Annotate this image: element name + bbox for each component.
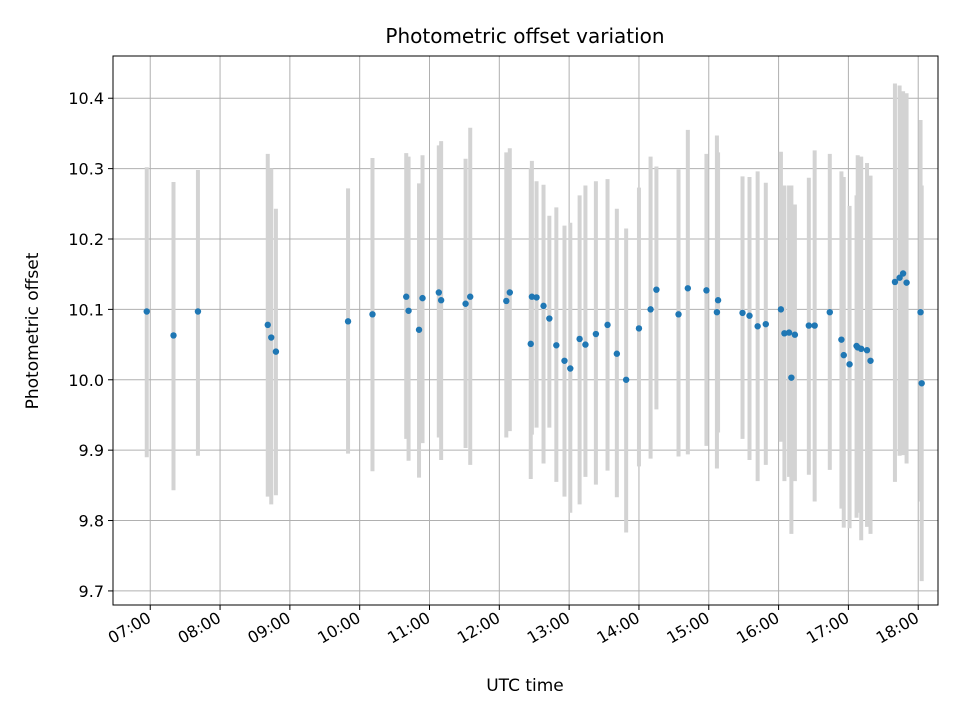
y-axis-title: Photometric offset	[23, 252, 43, 409]
data-point	[867, 357, 874, 364]
data-point	[838, 336, 845, 343]
data-point	[613, 350, 621, 357]
data-point	[272, 348, 280, 355]
data-point	[419, 294, 426, 302]
data-point	[194, 308, 202, 315]
x-axis-title: UTC time	[486, 676, 564, 696]
data-point	[739, 309, 746, 317]
data-point	[653, 286, 660, 293]
data-point	[762, 320, 769, 328]
data-point	[268, 334, 275, 341]
data-points	[143, 270, 925, 387]
y-tick-label: 10.2	[68, 230, 104, 249]
y-tick-label: 10.4	[68, 89, 104, 108]
data-point	[437, 297, 445, 304]
data-point	[754, 323, 761, 330]
data-point	[622, 376, 630, 383]
data-point	[170, 332, 177, 339]
data-point	[903, 279, 910, 286]
y-tick-label: 9.7	[79, 582, 104, 601]
data-point	[896, 274, 903, 281]
data-point	[540, 302, 547, 310]
data-point	[405, 307, 412, 314]
data-point	[826, 309, 833, 316]
data-point	[647, 306, 654, 313]
data-point	[785, 329, 793, 336]
chart-title: Photometric offset variation	[385, 24, 664, 48]
data-point	[344, 318, 352, 325]
data-point	[713, 309, 721, 316]
data-point	[576, 335, 583, 343]
data-point	[917, 309, 924, 316]
data-point	[788, 374, 795, 381]
data-point	[403, 293, 410, 300]
data-point	[467, 293, 474, 300]
data-point	[891, 278, 899, 286]
y-tick-label: 10.3	[68, 160, 104, 179]
y-tick-label: 9.8	[79, 512, 104, 531]
data-point	[567, 365, 574, 372]
data-point	[805, 322, 813, 329]
data-point	[746, 312, 753, 319]
data-point	[846, 361, 853, 368]
plot-frame	[112, 55, 939, 606]
data-point	[527, 340, 534, 348]
data-point	[863, 347, 871, 354]
data-point	[415, 326, 423, 333]
data-point	[703, 287, 710, 294]
data-point	[714, 297, 722, 304]
y-tick-label: 9.9	[79, 441, 104, 460]
data-point	[435, 289, 443, 296]
data-point	[604, 321, 611, 329]
data-point	[777, 306, 785, 313]
data-point	[791, 331, 799, 338]
data-point	[675, 311, 682, 318]
data-point	[858, 345, 865, 352]
data-point	[582, 341, 589, 348]
data-point	[840, 351, 847, 359]
data-point	[143, 308, 150, 315]
data-point	[635, 325, 643, 332]
data-point	[506, 289, 513, 296]
data-point	[546, 315, 553, 322]
data-point	[684, 285, 692, 292]
y-tick-label: 10.1	[68, 300, 104, 319]
data-point	[533, 294, 540, 301]
y-tick-label: 10.0	[68, 371, 104, 390]
data-point	[811, 322, 818, 329]
data-point	[918, 380, 925, 387]
data-point	[503, 297, 510, 305]
data-point	[592, 330, 600, 338]
data-point	[561, 357, 568, 364]
data-point	[462, 300, 469, 307]
data-point	[553, 342, 560, 349]
data-point	[369, 311, 376, 318]
data-point	[264, 321, 271, 329]
data-point	[899, 270, 907, 277]
